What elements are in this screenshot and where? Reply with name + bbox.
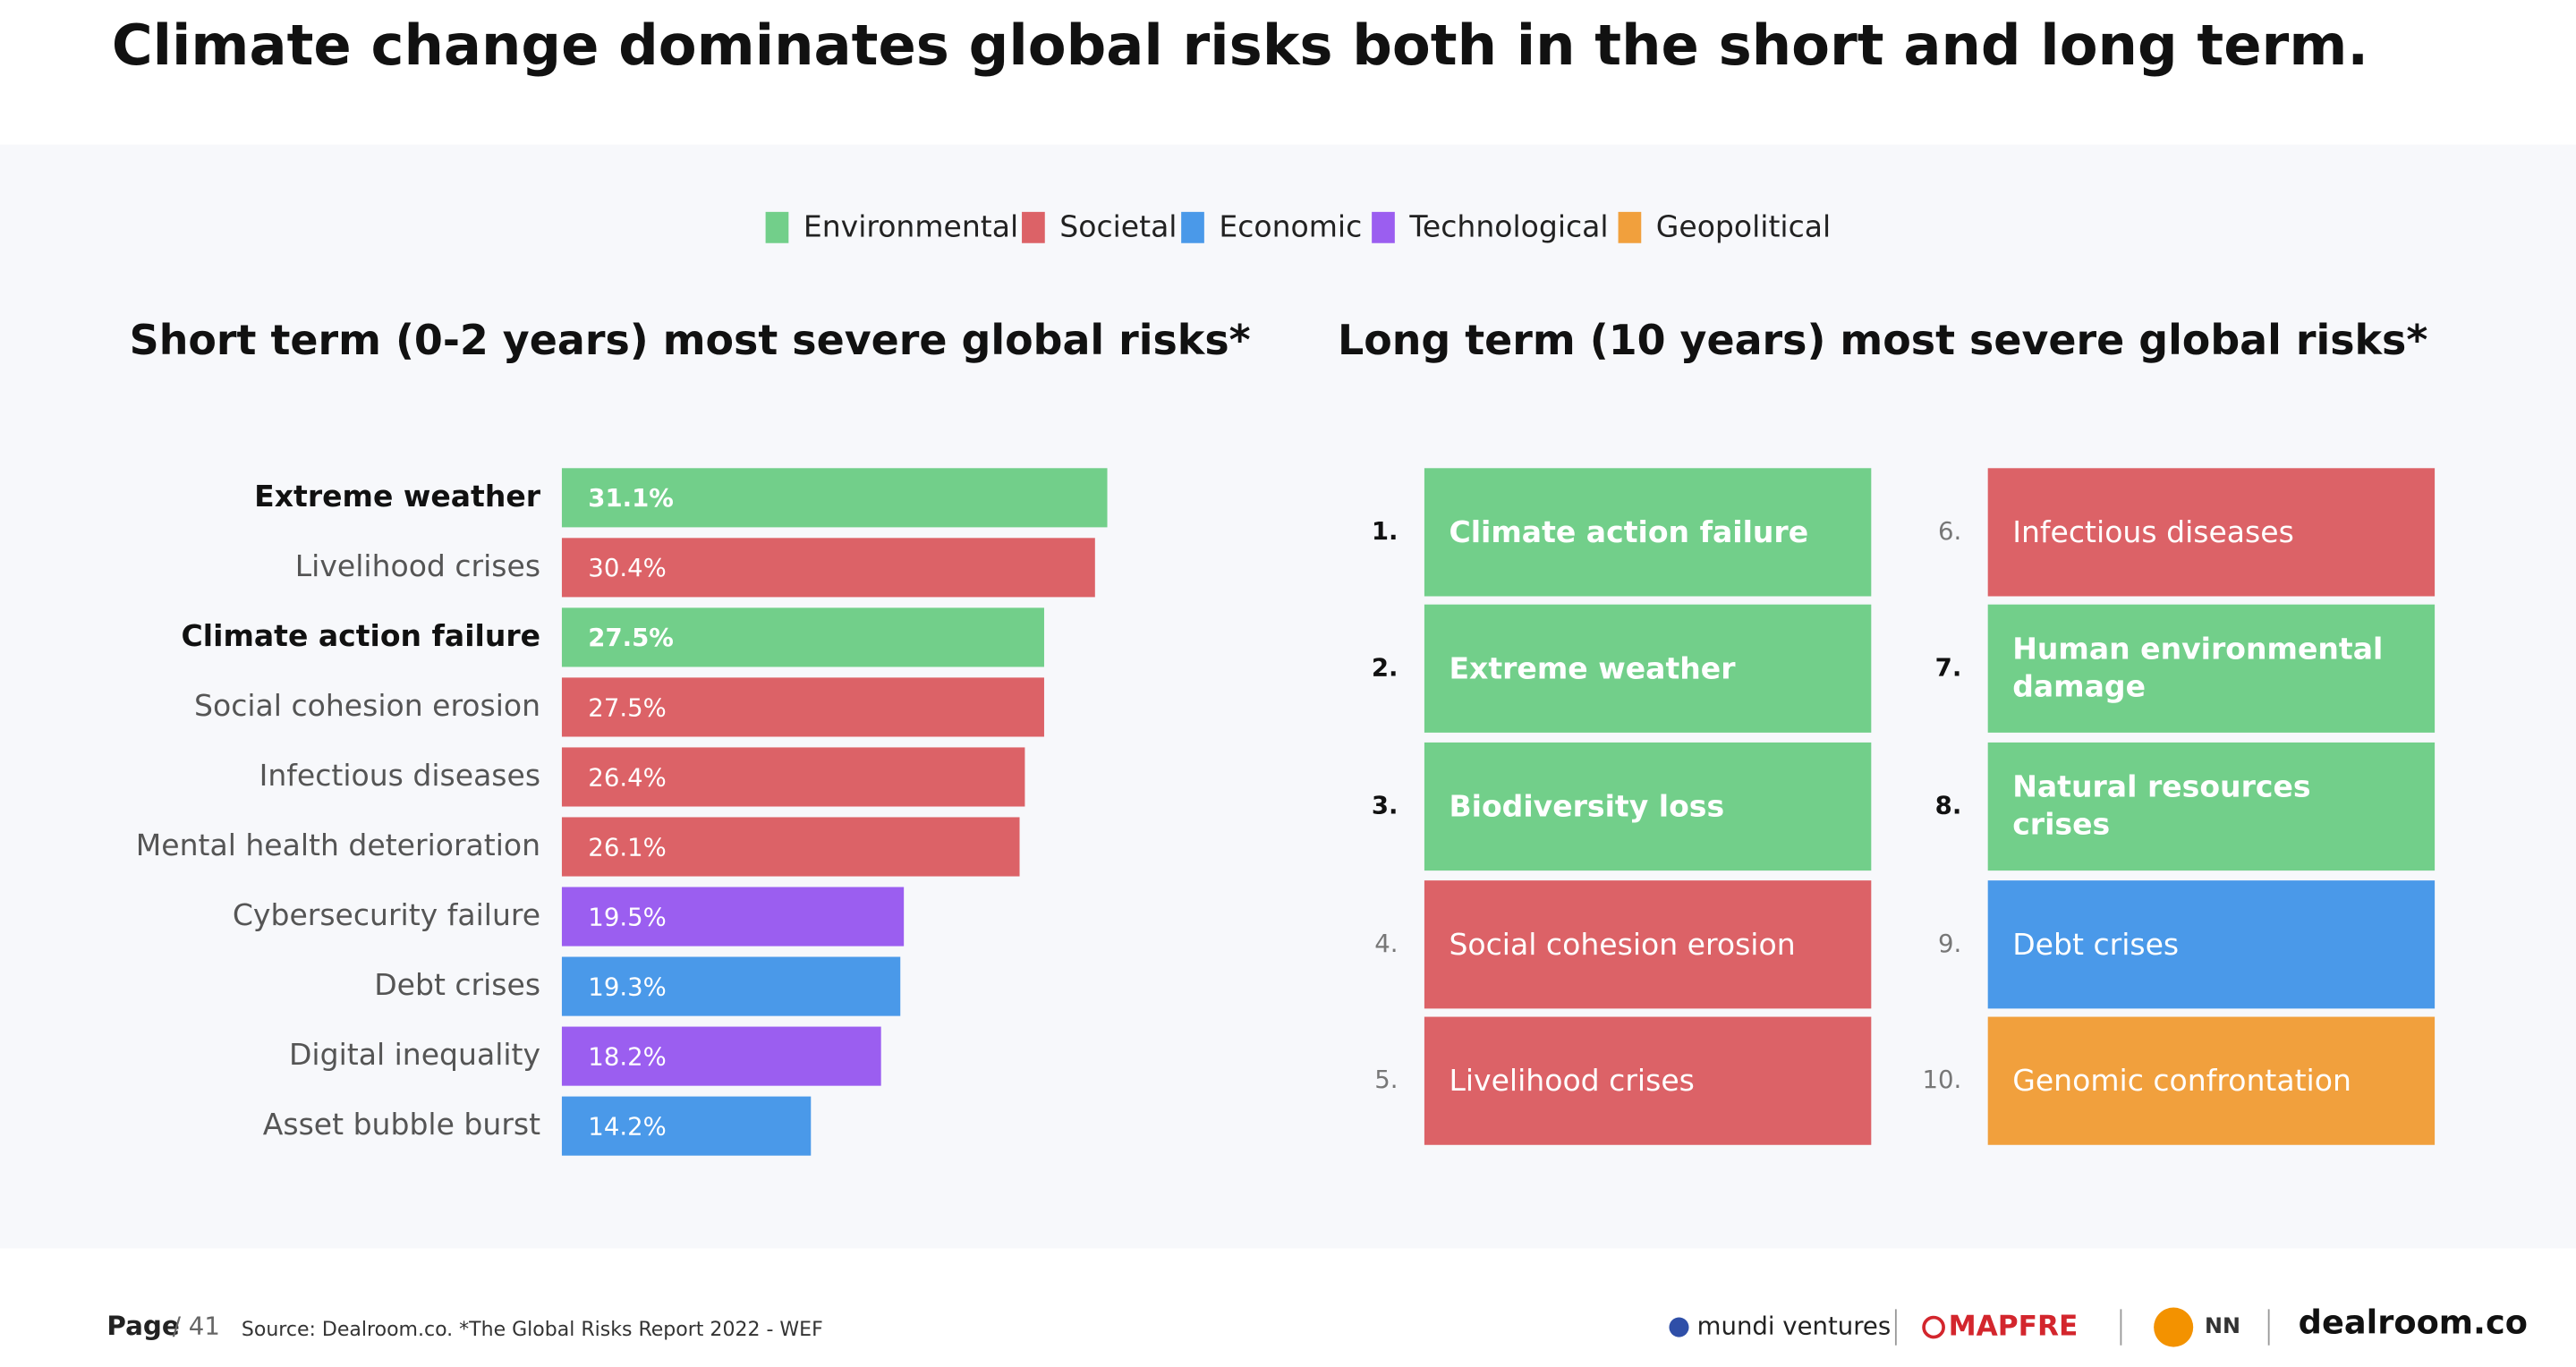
logo-mundi: mundi ventures	[1697, 1312, 1892, 1341]
long-term-title: Long term (10 years) most severe global …	[1338, 316, 2427, 364]
value-label: 27.5%	[588, 693, 666, 722]
risk-label: Debt crises	[2012, 927, 2180, 963]
rank: 1.	[1372, 517, 1399, 546]
short-term-title: Short term (0-2 years) most severe globa…	[130, 316, 1251, 364]
source: Source: Dealroom.co. *The Global Risks R…	[242, 1319, 823, 1341]
value-label: 27.5%	[588, 624, 674, 652]
risk-label: Extreme weather	[1449, 651, 1736, 686]
rank: 2.	[1372, 653, 1399, 682]
bar	[561, 956, 901, 1016]
legend-swatch	[1022, 211, 1045, 243]
page-title: Climate change dominates global risks bo…	[112, 13, 2368, 78]
risk-box	[1424, 468, 1872, 597]
logo-dealroom: dealroom.co	[2299, 1303, 2528, 1341]
legend-label: Environmental	[803, 209, 1018, 244]
footer: Page / 41 Source: Dealroom.co. *The Glob…	[106, 1303, 2528, 1347]
risk-label: Livelihood crises	[1449, 1063, 1695, 1099]
risk-box	[1424, 742, 1872, 871]
long-term-grid: 1. Climate action failure 2. Extreme weathe…	[1372, 468, 2436, 1145]
risk-label: Infectious diseases	[2012, 514, 2294, 550]
legend-swatch	[1618, 211, 1642, 243]
risk-label-box: Genomic confrontation	[2012, 1063, 2351, 1099]
risk-box	[1987, 742, 2436, 871]
category-label: Cybersecurity failure	[233, 897, 540, 932]
risk-box	[1424, 604, 1872, 733]
rank: 8.	[1935, 792, 1962, 820]
value-label: 26.1%	[588, 833, 666, 862]
bar	[561, 538, 1095, 598]
rank: 9.	[1938, 930, 1961, 958]
legend-label: Technological	[1408, 209, 1608, 244]
category-label: Digital inequality	[289, 1037, 540, 1072]
value-label: 19.5%	[588, 903, 666, 931]
risk-box	[1424, 880, 1872, 1009]
logo-mapfre: MAPFRE	[1949, 1311, 2079, 1343]
risk-label-box: Biodiversity loss	[1449, 789, 1725, 824]
bar	[561, 887, 905, 947]
rank: 3.	[1372, 792, 1399, 820]
category-label: Debt crises	[374, 967, 540, 1002]
legend: Environmental Societal Economic Technologic…	[765, 209, 1831, 244]
page-label: Page	[106, 1311, 179, 1341]
risk-label-box: Livelihood crises	[1449, 1063, 1695, 1099]
risk-label: Social cohesion erosion	[1449, 927, 1796, 963]
value-label: 18.2%	[588, 1042, 666, 1071]
value-label: 26.4%	[588, 763, 666, 792]
category-label: Infectious diseases	[259, 758, 540, 793]
rank: 4.	[1374, 930, 1398, 958]
legend-swatch	[1372, 211, 1395, 243]
risk-label: Genomic confrontation	[2012, 1063, 2351, 1099]
logo-nn: NN	[2205, 1313, 2240, 1338]
rank: 5.	[1374, 1066, 1398, 1094]
legend-swatch	[1181, 211, 1204, 243]
bar	[561, 747, 1025, 807]
risk-box	[1987, 468, 2436, 597]
risk-label: Natural resources crises	[2012, 770, 2311, 843]
mapfre-icon	[1922, 1315, 1945, 1339]
value-label: 19.3%	[588, 972, 666, 1001]
category-label: Extreme weather	[254, 479, 541, 514]
page-number: / 41	[173, 1312, 220, 1341]
category-label: Asset bubble burst	[263, 1107, 540, 1142]
nn-icon	[2154, 1307, 2194, 1347]
risk-label-box: Human environmental damage	[2012, 632, 2384, 705]
legend-swatch	[765, 211, 789, 243]
value-label: 30.4%	[588, 554, 666, 582]
risk-label-box: Debt crises	[2012, 927, 2180, 963]
bar	[561, 1026, 881, 1086]
risk-label: Climate action failure	[1449, 514, 1809, 550]
risk-box	[1424, 1016, 1872, 1145]
risk-label-box: Climate action failure	[1449, 514, 1809, 550]
risk-label-box: Extreme weather	[1449, 651, 1736, 686]
bar	[561, 677, 1044, 737]
value-label: 31.1%	[588, 484, 674, 513]
bar	[561, 817, 1020, 877]
category-label: Livelihood crises	[295, 548, 540, 583]
risk-box	[1987, 604, 2436, 733]
bar	[561, 1096, 812, 1156]
value-label: 14.2%	[588, 1112, 666, 1141]
rank: 10.	[1923, 1066, 1962, 1094]
category-label: Mental health deterioration	[136, 828, 540, 862]
risk-box	[1987, 880, 2436, 1009]
category-label: Climate action failure	[182, 618, 540, 653]
bar	[561, 468, 1108, 528]
legend-label: Geopolitical	[1656, 209, 1831, 244]
risk-label-box: Infectious diseases	[2012, 514, 2294, 550]
legend-label: Economic	[1219, 209, 1362, 244]
bar	[561, 607, 1044, 667]
risk-box	[1987, 1016, 2436, 1145]
legend-label: Societal	[1059, 209, 1177, 244]
category-label: Social cohesion erosion	[194, 688, 540, 723]
rank: 7.	[1935, 653, 1962, 682]
rank: 6.	[1938, 517, 1961, 546]
risk-label: Biodiversity loss	[1449, 789, 1725, 824]
mundi-icon	[1669, 1317, 1689, 1337]
risk-label-box: Natural resources crises	[2012, 770, 2311, 843]
short-term-chart: Extreme weather 31.1% Livelihood crises 30.…	[136, 468, 1108, 1156]
risk-label-box: Social cohesion erosion	[1449, 927, 1796, 963]
risk-label: Human environmental damage	[2012, 632, 2384, 705]
